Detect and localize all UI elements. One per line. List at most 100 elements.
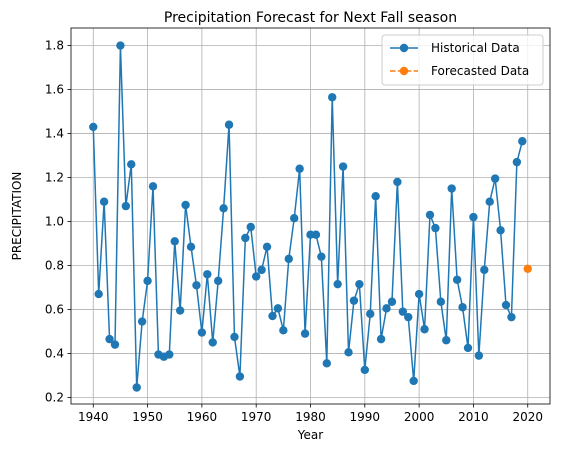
historical-point (442, 336, 451, 345)
y-tick-label: 1.2 (45, 171, 64, 185)
historical-point (371, 192, 380, 201)
historical-point (311, 230, 321, 239)
historical-point (235, 372, 245, 381)
historical-point (246, 222, 255, 232)
historical-point (273, 304, 283, 313)
forecast-point (523, 264, 532, 273)
historical-point (241, 233, 250, 243)
historical-point (414, 289, 424, 299)
x-tick-label: 2020 (512, 410, 543, 424)
x-tick-label: 2010 (458, 410, 489, 424)
historical-point (355, 279, 364, 289)
historical-point (393, 177, 402, 187)
historical-point (300, 329, 310, 338)
series-layer (89, 41, 532, 392)
historical-point (496, 226, 505, 235)
legend-historical-label: Historical Data (431, 41, 520, 55)
historical-point (94, 289, 103, 299)
historical-point (398, 307, 408, 316)
historical-point (268, 311, 277, 321)
historical-point (284, 254, 293, 264)
y-tick-label: 1.8 (45, 39, 64, 53)
historical-point (404, 312, 413, 322)
historical-point (463, 343, 473, 353)
historical-point (251, 272, 261, 281)
x-tick-label: 1980 (295, 410, 326, 424)
historical-point (376, 334, 386, 344)
y-tick-label: 1.0 (45, 214, 64, 228)
y-tick-label: 0.2 (45, 390, 64, 404)
x-tick-label: 2000 (404, 410, 435, 424)
historical-point (203, 270, 212, 279)
legend-forecast-label: Forecasted Data (431, 64, 529, 78)
chart-title: Precipitation Forecast for Next Fall sea… (164, 10, 457, 26)
historical-point (328, 93, 337, 102)
y-tick-label: 0.6 (45, 302, 64, 316)
historical-point (170, 237, 179, 246)
historical-point (290, 213, 299, 223)
historical-point (507, 312, 516, 322)
historical-point (317, 252, 326, 261)
y-tick-label: 0.4 (45, 346, 64, 360)
y-axis-label: PRECIPITATION (10, 172, 24, 261)
historical-point (230, 332, 239, 342)
x-axis: 1940 1950 1960 1970 1980 1990 2000 2010 2020 (78, 404, 543, 424)
historical-point (132, 383, 141, 392)
historical-point (469, 212, 478, 222)
historical-point (338, 162, 348, 171)
historical-point (165, 350, 174, 359)
historical-point (485, 197, 494, 206)
historical-point (213, 276, 223, 286)
historical-point (436, 297, 446, 306)
historical-point (295, 164, 304, 173)
historical-point (121, 201, 131, 211)
historical-point (224, 120, 234, 129)
historical-point (425, 210, 435, 220)
historical-point (474, 351, 484, 360)
legend-box (381, 34, 544, 86)
historical-point (447, 184, 456, 193)
historical-point (322, 359, 331, 368)
x-tick-label: 1940 (78, 410, 109, 424)
historical-point (127, 160, 136, 169)
historical-point (116, 41, 125, 50)
x-tick-label: 1990 (350, 410, 381, 424)
historical-point (181, 200, 190, 210)
historical-point (105, 334, 114, 344)
historical-point (197, 328, 207, 337)
historical-point (219, 204, 228, 213)
historical-point (257, 265, 266, 275)
historical-point (431, 223, 440, 233)
historical-point (192, 281, 201, 290)
y-tick-label: 0.8 (45, 258, 64, 272)
plot-area (70, 27, 551, 405)
x-tick-label: 1970 (241, 410, 272, 424)
historical-point (175, 306, 185, 315)
y-tick-label: 1.6 (45, 83, 64, 97)
historical-point (360, 365, 370, 375)
y-axis: 0.2 0.4 0.6 0.8 1.0 1.2 1.4 1.6 1.8 (45, 39, 71, 404)
historical-point (333, 279, 342, 289)
historical-point (458, 303, 467, 312)
historical-point (512, 157, 522, 167)
historical-point (387, 297, 397, 306)
historical-point (501, 300, 511, 310)
historical-point (186, 242, 196, 251)
historical-point (89, 122, 98, 132)
historical-point (148, 182, 158, 191)
legend-forecast-marker (399, 66, 409, 76)
historical-point (409, 376, 418, 386)
historical-point (490, 174, 500, 183)
historical-point (366, 309, 375, 319)
historical-point (382, 304, 391, 313)
x-tick-label: 1950 (132, 410, 163, 424)
historical-point (452, 275, 462, 284)
historical-point (344, 348, 353, 357)
historical-point (137, 317, 147, 326)
historical-point (262, 242, 272, 251)
historical-point (279, 326, 288, 335)
historical-series (89, 41, 527, 392)
historical-point (99, 197, 109, 206)
y-tick-label: 1.4 (45, 127, 64, 141)
